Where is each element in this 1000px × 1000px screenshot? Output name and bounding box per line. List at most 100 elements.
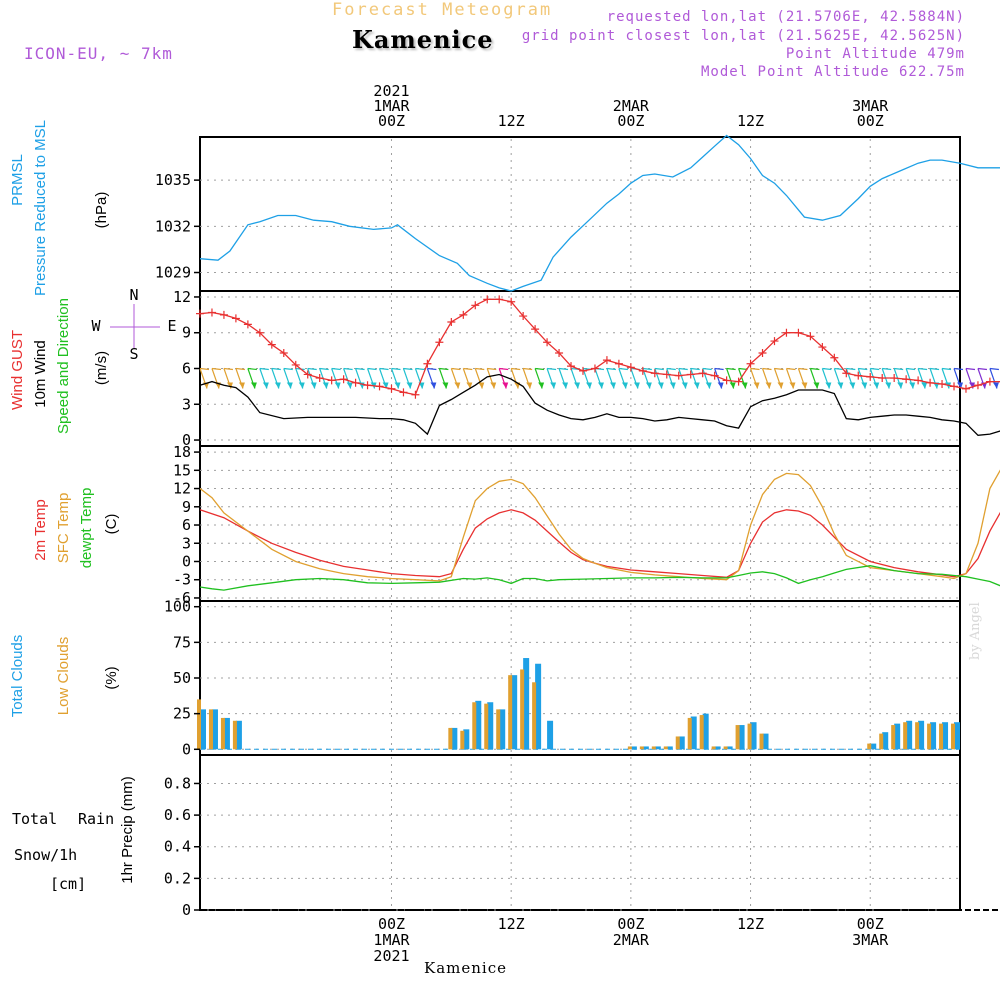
wind-barb-flag (726, 367, 736, 371)
wind-gust-point (890, 374, 899, 383)
wind-gust-point (985, 377, 994, 386)
wind-barb-flag (283, 367, 293, 371)
wind-barb-flag (965, 367, 976, 371)
top-time-tick-label: 2MAR (613, 97, 650, 115)
y-tick-label: 0 (182, 431, 191, 449)
wind-barb-flag (858, 367, 868, 371)
panel-frame (199, 754, 961, 911)
wind-barb-head (909, 382, 916, 389)
wind-barb-flag (307, 367, 317, 371)
wind-gust-point (411, 390, 420, 399)
y-tick-label: 12 (173, 288, 191, 306)
low-cloud-bar (675, 736, 680, 750)
total-cloud-bar (870, 743, 877, 750)
top-time-tick-label: 2021 (373, 82, 409, 100)
wind-barb-head (849, 382, 856, 389)
wind-gust-point (435, 338, 444, 347)
total-cloud-bar (894, 723, 901, 750)
bottom-time-tick-label: 2021 (373, 947, 409, 965)
wind-barb-flag (439, 367, 449, 371)
y-tick-label: 3 (182, 534, 191, 552)
wind-gust-point (196, 309, 204, 318)
bottom-time-tick-label: 12Z (498, 915, 525, 933)
low-cloud-bar (496, 709, 501, 750)
total-cloud-bar (235, 720, 242, 750)
y-tick-label: 0.4 (164, 838, 191, 856)
total-clouds-label: Total Clouds (9, 635, 26, 718)
wind-barb-head (334, 382, 341, 389)
wind-gust-point (961, 384, 970, 393)
y-tick-label: -3 (173, 571, 191, 589)
wind-gust-point (602, 356, 611, 365)
total-cloud-bar (678, 736, 685, 750)
total-cloud-bar (200, 709, 206, 750)
wind-barb-head (777, 382, 784, 389)
wind-gust-point (255, 328, 264, 337)
total-cloud-bar (690, 716, 697, 750)
wind-gust-point (662, 370, 671, 379)
bottom-time-tick-label: 00Z (857, 915, 884, 933)
wind-barb-flag (666, 367, 676, 371)
wind-barb-flag (918, 367, 928, 371)
low-cloud-bar (232, 720, 237, 750)
wind-10m-line (199, 373, 1000, 436)
wind-gust-point (973, 381, 982, 390)
low-cloud-bar (915, 722, 920, 750)
low-cloud-bar (520, 669, 525, 750)
low-clouds-label: Low Clouds (55, 637, 72, 715)
bottom-time-tick-label: 00Z (378, 915, 405, 933)
wind-barb-head (957, 382, 964, 389)
low-cloud-bar (220, 717, 225, 750)
wind-barb-flag (870, 367, 880, 371)
wind-gust-point (291, 360, 300, 369)
wind-barb-flag (223, 367, 234, 371)
wind-barb-head (310, 382, 317, 389)
wind-gust-point (447, 318, 456, 326)
y-tick-label: 75 (173, 633, 191, 651)
wind-barb-head (645, 382, 652, 389)
total-cloud-bar (223, 717, 230, 750)
bottom-time-tick-label: 00Z (617, 915, 644, 933)
wind-gust-point (938, 380, 947, 388)
wind-barb-head (382, 382, 389, 389)
low-cloud-bar (723, 746, 728, 750)
total-cloud-bar (511, 675, 518, 750)
low-cloud-bar (208, 709, 213, 750)
wind-barb-flag (271, 367, 281, 371)
wind-barb-flag (259, 367, 269, 371)
wind-gust-point (794, 328, 803, 337)
y-tick-label: 0.2 (164, 869, 191, 887)
wind-barb-flag (331, 367, 341, 371)
low-cloud-bar (484, 703, 489, 750)
wind-barb-head (765, 382, 772, 389)
y-tick-label: 9 (182, 498, 191, 516)
low-cloud-bar (651, 746, 656, 750)
wind-gust-point (674, 371, 683, 380)
low-cloud-bar (687, 717, 692, 750)
wind-gust-point (997, 381, 1000, 383)
total-cloud-bar (750, 722, 757, 750)
precip-rain-label: Rain (78, 810, 114, 828)
wind-barb-head (454, 382, 461, 389)
wind-barb-head (466, 382, 473, 389)
wind-barb-flag (906, 367, 916, 371)
wind-barb-flag (690, 367, 700, 371)
wind-barb-flag (499, 367, 509, 371)
wind-barb-flag (774, 367, 784, 371)
low-cloud-bar (197, 699, 201, 750)
total-cloud-bar (930, 722, 937, 750)
wind-barb-flag (379, 367, 389, 371)
low-cloud-bar (879, 733, 884, 750)
wind-barb-head (502, 382, 509, 389)
wind-barb-head (609, 382, 616, 389)
y-tick-label: 0 (182, 901, 191, 919)
bottom-time-tick-label: 1MAR (373, 931, 410, 949)
panel-frames (199, 136, 961, 911)
wind-barb-flag (822, 367, 832, 371)
pressure-unit-label: (hPa) (93, 192, 110, 229)
wind-barb-head (346, 382, 353, 389)
total-cloud-bar (630, 746, 637, 750)
wind-gust-point (830, 353, 839, 362)
wind-barb-head (490, 382, 497, 389)
